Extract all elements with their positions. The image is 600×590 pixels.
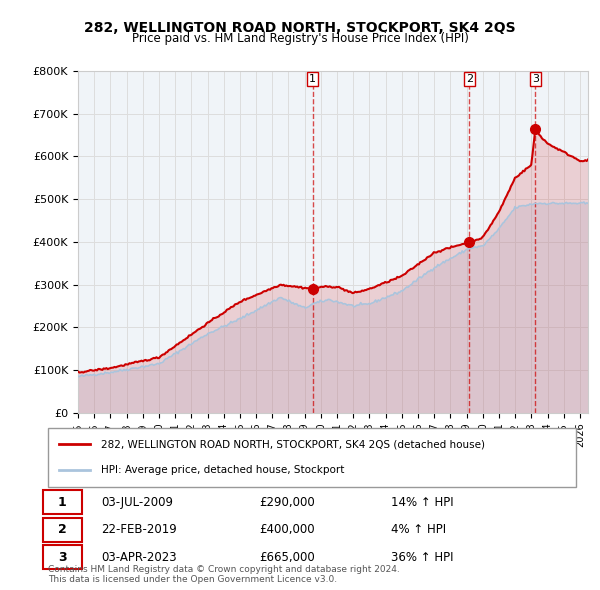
Text: 36% ↑ HPI: 36% ↑ HPI: [391, 550, 454, 563]
Text: 3: 3: [58, 550, 67, 563]
Text: 3: 3: [532, 74, 539, 84]
Text: 1: 1: [58, 496, 67, 509]
Text: HPI: Average price, detached house, Stockport: HPI: Average price, detached house, Stoc…: [101, 466, 344, 475]
Text: 03-APR-2023: 03-APR-2023: [101, 550, 176, 563]
FancyBboxPatch shape: [48, 428, 576, 487]
FancyBboxPatch shape: [43, 545, 82, 569]
Text: Price paid vs. HM Land Registry's House Price Index (HPI): Price paid vs. HM Land Registry's House …: [131, 32, 469, 45]
Text: £665,000: £665,000: [259, 550, 315, 563]
Text: 282, WELLINGTON ROAD NORTH, STOCKPORT, SK4 2QS (detached house): 282, WELLINGTON ROAD NORTH, STOCKPORT, S…: [101, 440, 485, 449]
Text: 03-JUL-2009: 03-JUL-2009: [101, 496, 173, 509]
Text: 1: 1: [309, 74, 316, 84]
Text: £290,000: £290,000: [259, 496, 315, 509]
Text: Contains HM Land Registry data © Crown copyright and database right 2024.
This d: Contains HM Land Registry data © Crown c…: [48, 565, 400, 584]
Text: 14% ↑ HPI: 14% ↑ HPI: [391, 496, 454, 509]
Text: 282, WELLINGTON ROAD NORTH, STOCKPORT, SK4 2QS: 282, WELLINGTON ROAD NORTH, STOCKPORT, S…: [84, 21, 516, 35]
Text: 4% ↑ HPI: 4% ↑ HPI: [391, 523, 446, 536]
FancyBboxPatch shape: [43, 518, 82, 542]
FancyBboxPatch shape: [43, 490, 82, 514]
Text: 22-FEB-2019: 22-FEB-2019: [101, 523, 176, 536]
Text: 2: 2: [58, 523, 67, 536]
Text: 2: 2: [466, 74, 473, 84]
Text: £400,000: £400,000: [259, 523, 315, 536]
